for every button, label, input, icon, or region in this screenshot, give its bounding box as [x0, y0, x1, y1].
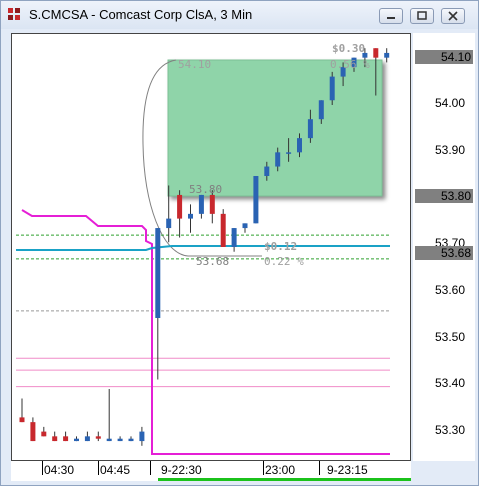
candle-body [19, 417, 25, 423]
time-label: 04:30 [44, 463, 75, 477]
candle-body [264, 166, 270, 176]
time-tick [150, 461, 151, 475]
candle-body [177, 194, 183, 219]
candle-body [198, 194, 204, 214]
price-axis[interactable]: 54.10 54.00 53.90 53.80 53.70 53.68 53.6… [413, 33, 475, 461]
time-label: 04:45 [100, 463, 131, 477]
candle-body [84, 436, 90, 442]
candle-body [286, 152, 292, 154]
candlestick-chart: 54.10 $0.30 0.56 % 53.80 53.68 $0.12 0.2… [16, 42, 390, 455]
price-label: 53.90 [434, 143, 465, 157]
candle-body [318, 100, 324, 120]
candle-body [166, 218, 172, 229]
close-icon [442, 9, 464, 23]
candle-body [95, 436, 101, 439]
candle-body [220, 213, 226, 247]
price-label-highlight: 53.80 [415, 189, 473, 203]
candle-body [373, 48, 379, 58]
candle-body [188, 213, 193, 219]
candle-body [139, 431, 145, 442]
price-label: 53.40 [434, 376, 465, 390]
time-label: 9-23:15 [327, 463, 368, 477]
candle-body [155, 228, 161, 318]
candle-body [307, 119, 313, 139]
time-tick [263, 461, 264, 475]
time-tick [98, 461, 99, 475]
overlay-low-change: $0.12 [264, 240, 297, 253]
chart-app-icon [8, 8, 20, 20]
time-tick [319, 461, 320, 475]
vwap-line [16, 245, 390, 251]
session-indicator-bar [158, 478, 411, 481]
candle-body [63, 436, 69, 442]
minimize-icon [380, 9, 402, 23]
candle-body [74, 438, 79, 442]
overlay-top-change: $0.30 [332, 42, 365, 55]
candle-body [128, 438, 134, 442]
maximize-icon [411, 9, 433, 23]
candle-body [329, 76, 335, 101]
candle-body [41, 431, 47, 437]
price-label: 53.50 [434, 330, 465, 344]
candle-body [362, 52, 368, 58]
price-label: 53.30 [434, 423, 465, 437]
close-button[interactable] [441, 8, 465, 24]
candle-body [231, 228, 237, 247]
candle-body [209, 194, 215, 214]
stop-line [21, 209, 390, 455]
overlay-top-pct: 0.56 % [330, 58, 370, 71]
candle-body [117, 438, 123, 442]
price-label-highlight: 53.68 [415, 246, 473, 260]
candle-body [297, 138, 302, 153]
time-axis[interactable]: 04:30 04:45 9-22:30 23:00 9-23:15 [11, 461, 411, 481]
candle-body [384, 52, 390, 58]
candle-body [340, 67, 346, 77]
overlay-top-label: 54.10 [178, 58, 211, 71]
overlay-low-pct: 0.22 % [264, 255, 304, 268]
price-chart-plot[interactable]: 54.10 $0.30 0.56 % 53.80 53.68 $0.12 0.2… [11, 33, 411, 461]
candle-body [242, 223, 248, 229]
candle-body [275, 152, 281, 167]
price-label: 54.00 [434, 96, 465, 110]
title-bar[interactable]: S.CMCSA - Comcast Corp ClsA, 3 Min [1, 1, 478, 29]
time-label: 23:00 [265, 463, 296, 477]
minimize-button[interactable] [379, 8, 403, 24]
candle-body [253, 176, 259, 224]
candle-body [106, 438, 112, 442]
time-tick [42, 461, 43, 475]
overlay-mid-label: 53.80 [189, 183, 222, 196]
candle-body [351, 57, 357, 68]
window-title: S.CMCSA - Comcast Corp ClsA, 3 Min [29, 7, 253, 22]
price-label-highlight: 54.10 [415, 50, 473, 64]
candle-body [30, 422, 36, 442]
candle-body [52, 436, 58, 442]
time-label: 9-22:30 [161, 463, 202, 477]
profit-zone-box [167, 59, 383, 197]
overlay-low-label: 53.68 [196, 255, 229, 268]
range-bracket-curve [142, 59, 262, 257]
price-label: 53.60 [434, 283, 465, 297]
maximize-button[interactable] [410, 8, 434, 24]
